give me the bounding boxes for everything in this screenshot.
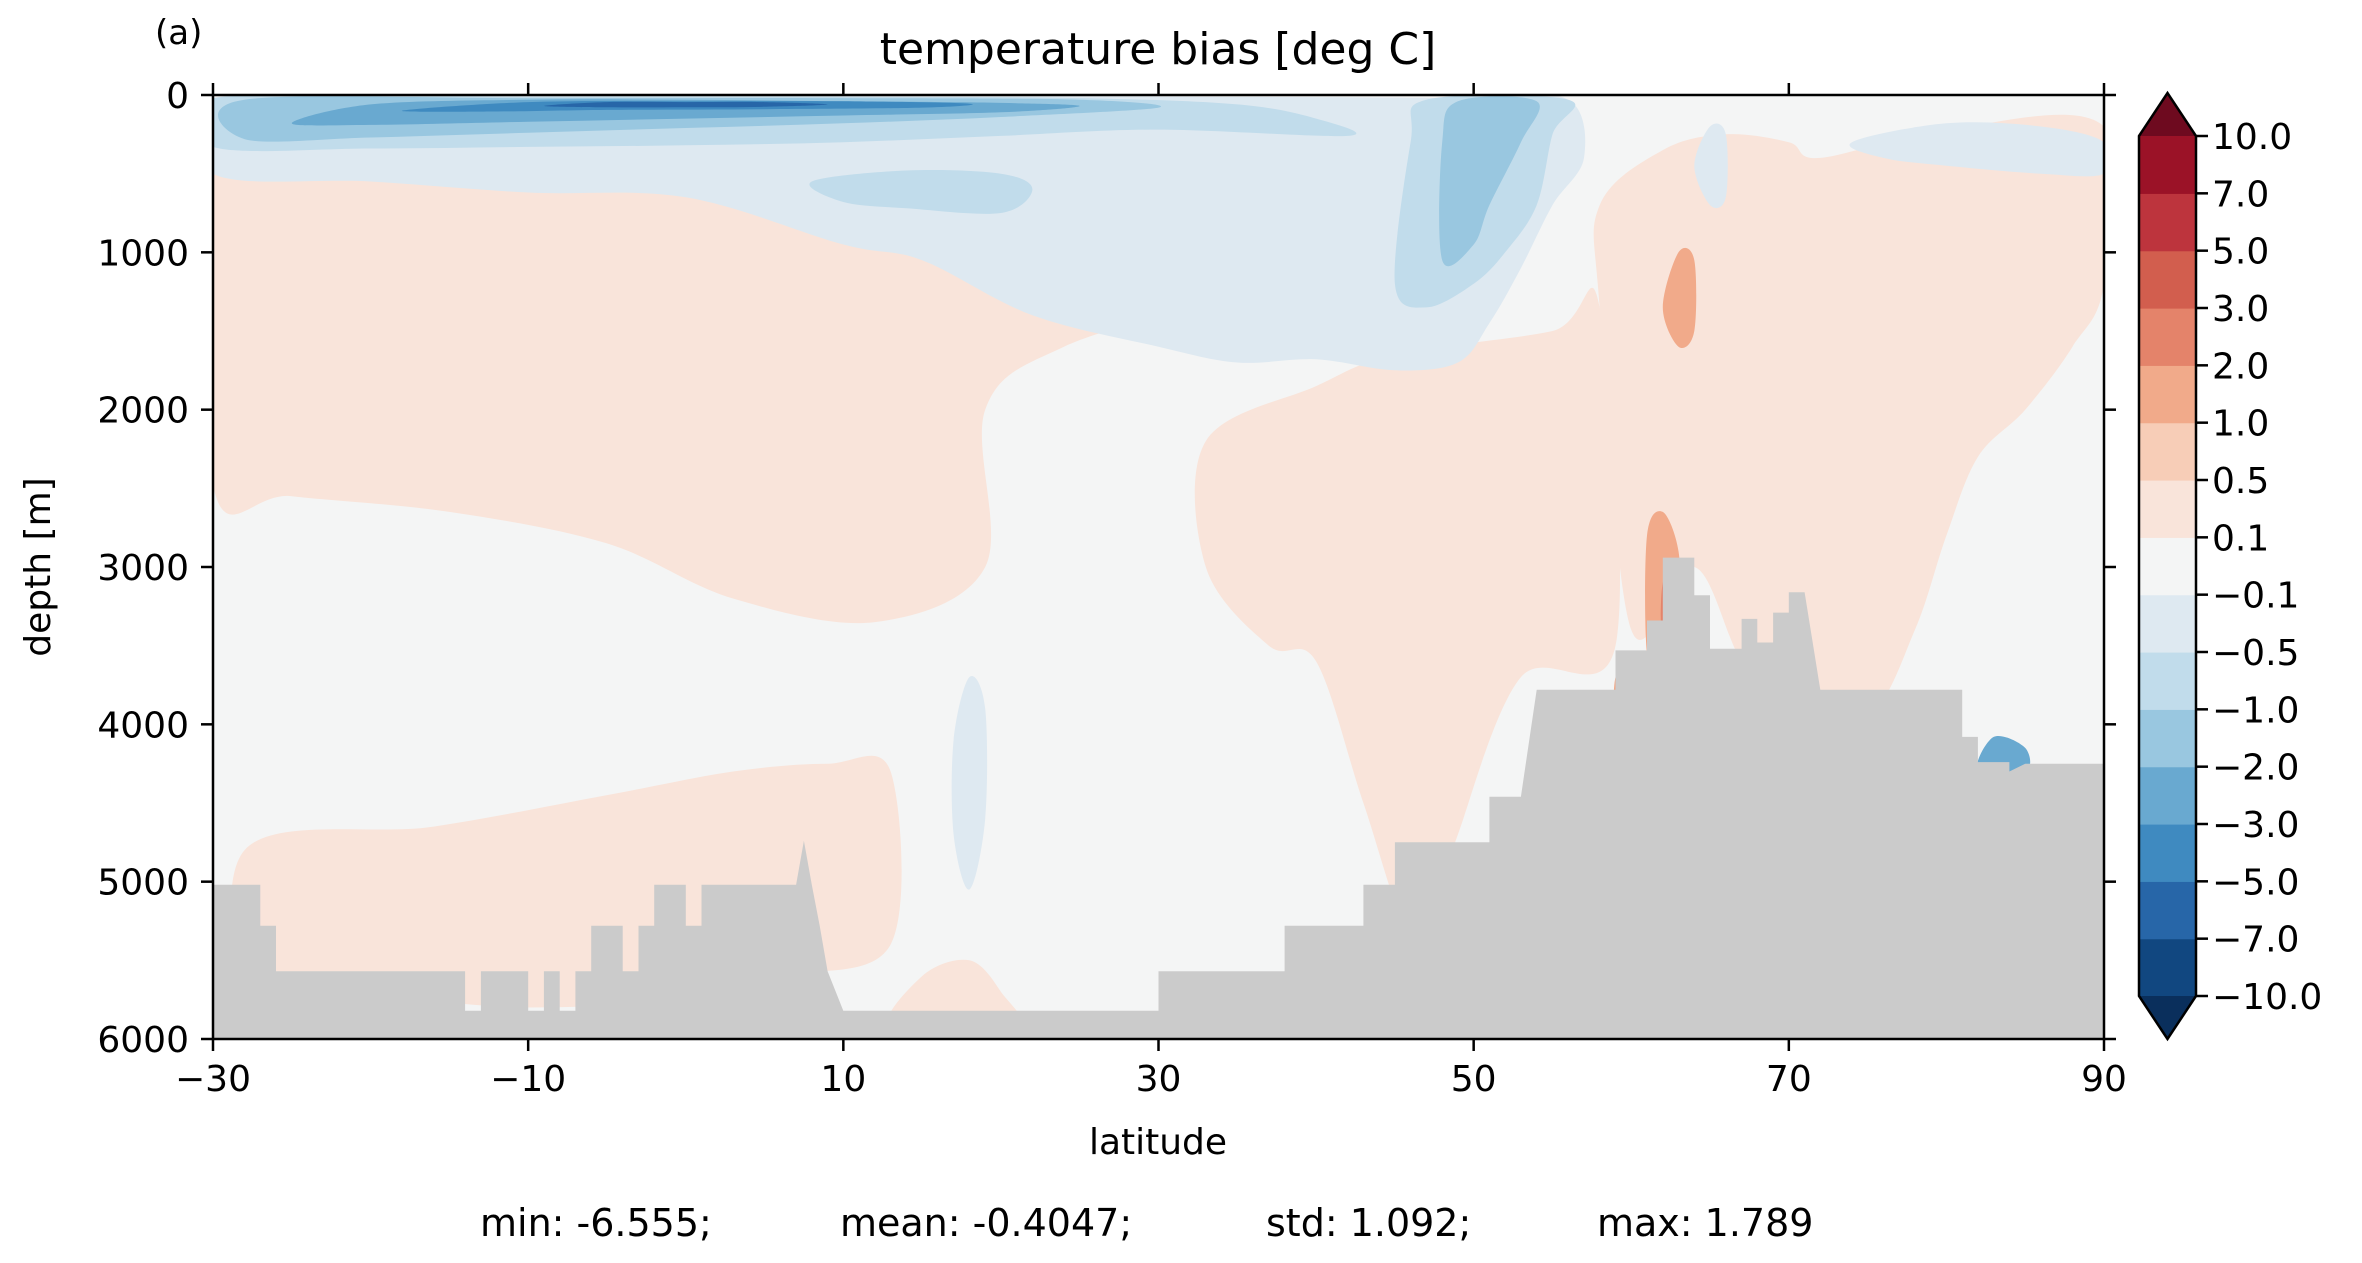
colorbar-segment [2139,881,2196,940]
colorbar-tick-label: 0.5 [2212,461,2269,502]
bias-region-19 [809,170,1033,214]
stat-min: min: -6.555; [480,1201,712,1245]
colorbar-segment [2139,652,2196,710]
stat-mean: mean: -0.4047; [840,1201,1132,1245]
colorbar-tick-label: −7.0 [2212,920,2299,961]
y-axis: 0 1000 2000 3000 4000 5000 6000 [97,76,2116,1061]
colorbar-tick-label: 3.0 [2212,289,2269,330]
colorbar-segment [2139,824,2196,882]
y-tick-label: 4000 [97,705,189,746]
colorbar-segment [2139,766,2196,825]
y-tick-label: 5000 [97,863,189,904]
colorbar-tick-label: −0.5 [2212,633,2299,674]
y-tick-label: 3000 [97,548,189,589]
stats-line: min: -6.555; mean: -0.4047; std: 1.092; … [480,1201,1813,1245]
colorbar-segment [2139,594,2196,653]
colorbar-tick-label: −2.0 [2212,748,2299,789]
panel-label: (a) [155,13,202,53]
colorbar-segment [2139,136,2196,194]
colorbar-segment [2139,709,2196,768]
y-tick-label: 1000 [97,233,189,274]
colorbar-extend-low [2139,996,2196,1039]
x-tick-label: 70 [1766,1059,1812,1100]
colorbar-tick-label: −3.0 [2212,805,2299,846]
colorbar-segment [2139,308,2196,366]
colorbar-tick-label: −0.1 [2212,576,2299,617]
colorbar-segment [2139,938,2196,997]
colorbar-tick-label: 2.0 [2212,346,2269,387]
colorbar-segment [2139,250,2196,309]
colorbar-tick-label: −10.0 [2212,977,2322,1018]
bias-region-14 [1849,122,2104,177]
bias-region-8 [1662,247,1697,348]
colorbar-tick-label: −1.0 [2212,690,2299,731]
x-axis: −30 −10 10 30 50 70 90 [175,83,2127,1100]
bias-region-24 [543,101,828,108]
stat-max: max: 1.789 [1597,1201,1813,1245]
x-tick-label: 50 [1451,1059,1497,1100]
x-tick-label: 10 [820,1059,866,1100]
colorbar-tick-label: −5.0 [2212,862,2299,903]
bias-field [213,95,2104,1038]
plot-area [213,95,2104,1039]
bias-region-15 [951,675,988,890]
bias-region-13 [213,95,1586,371]
colorbar-tick-label: 0.1 [2212,518,2269,559]
y-tick-label: 6000 [97,1020,189,1061]
stat-std: std: 1.092; [1266,1201,1471,1245]
x-tick-label: 90 [2081,1059,2127,1100]
colorbar: −10.0 −7.0 −5.0 −3.0 −2.0 −1.0 −0.5 −0.1 0.1 0.5 1… [2137,90,2322,1042]
x-axis-label: latitude [1089,1122,1227,1163]
x-tick-label: −10 [490,1059,566,1100]
colorbar-extend-high [2139,93,2196,136]
colorbar-tick-label: 10.0 [2212,117,2292,158]
colorbar-tick-label: 7.0 [2212,174,2269,215]
colorbar-segment [2139,365,2196,424]
y-tick-label: 2000 [97,391,189,432]
x-tick-label: −30 [175,1059,251,1100]
x-tick-label: 30 [1136,1059,1182,1100]
colorbar-segment [2139,537,2196,596]
colorbar-segment [2139,193,2196,252]
y-axis-label: depth [m] [18,477,59,656]
bias-region-16 [1694,123,1728,209]
chart-title: temperature bias [deg C] [880,24,1437,75]
bias-region-1 [1194,287,1621,940]
colorbar-tick-label: 1.0 [2212,404,2269,445]
bias-region-2 [1593,114,2104,723]
y-tick-label: 0 [166,76,189,117]
bias-region-21 [1439,96,1540,267]
colorbar-segment [2139,480,2196,538]
bathymetry-land [213,557,2104,1039]
colorbar-segment [2139,422,2196,481]
colorbar-tick-label: 5.0 [2212,232,2269,273]
